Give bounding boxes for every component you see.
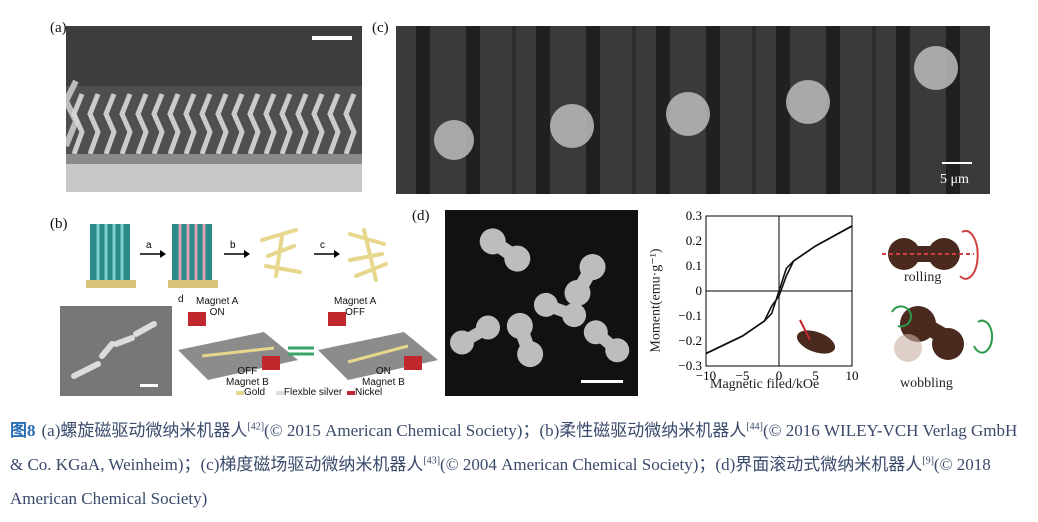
magnet-a-off-label: Magnet A OFF [334, 296, 377, 318]
y-tick-label: 0 [696, 283, 703, 298]
caption-t2: (© 2016 WILEY-VCH Verlag GmbH & Co. KGaA… [10, 421, 1018, 474]
y-tick-label: 0.1 [686, 258, 702, 273]
hysteresis-chart: −10 −5 0 5 10 0.3 0.2 0.1 0 −0.1 −0.2 −0.3 [678, 208, 859, 383]
panel-b-sub-label: d [178, 294, 184, 305]
panel-b-label: (b) [50, 216, 68, 232]
arrow-a: a [146, 240, 152, 251]
caption-t1: (© 2015 American Chemical Society)；(b)柔性… [264, 421, 747, 440]
x-tick-label: 10 [846, 368, 859, 383]
caption-ref-42: [42] [247, 421, 265, 433]
y-tick-label: −0.3 [678, 358, 702, 373]
caption-t4: (© 2018 American Chemical Society) [10, 455, 991, 508]
figure-caption: 图8 (a)螺旋磁驱动微纳米机器人[42](© 2015 American Che… [10, 414, 1030, 516]
panel-c-image-strip [396, 26, 990, 194]
panel-b-sem-image [60, 306, 172, 396]
caption-t0: (a)螺旋磁驱动微纳米机器人 [41, 421, 248, 440]
svg-text:b: b [230, 240, 236, 251]
panel-d-label: (d) [412, 208, 430, 224]
series-line-1 [705, 225, 853, 355]
panel-b-fabrication-schematic: a b c [86, 210, 396, 290]
y-tick-label: −0.2 [678, 333, 702, 348]
inset-particle [796, 330, 836, 354]
panel-c-scalebar-label: 5 μm [940, 172, 969, 187]
panel-d-motion-illustration [878, 214, 998, 384]
legend: Gold Flexble silver Nickel [236, 387, 382, 398]
x-tick-label: −5 [736, 368, 750, 383]
chart-xlabel: Magnetic filed/kOe [710, 377, 820, 392]
wobbling-label: wobbling [900, 376, 953, 391]
magnet-a-on-label: Magnet A ON [196, 296, 239, 318]
figure-number: 图8 [10, 421, 36, 440]
rolling-label: rolling [904, 270, 942, 285]
panel-c-label: (c) [372, 20, 389, 36]
chart-ylabel: Moment(emu·g⁻¹) [648, 248, 664, 353]
y-tick-label: 0.3 [686, 208, 702, 223]
x-tick-label: 5 [812, 368, 819, 383]
moment-arrow [799, 319, 811, 341]
caption-ref-9: [9] [922, 455, 934, 467]
y-tick-label: 0.2 [686, 233, 702, 248]
panel-b-magnet-schematic [178, 296, 440, 396]
caption-ref-44: [44] [746, 421, 763, 433]
panel-a-sem-image [66, 26, 362, 192]
x-tick-label: −10 [696, 368, 716, 383]
magnet-b-off-label: OFF Magnet B [226, 366, 269, 388]
magnet-b-on-label: ON Magnet B [362, 366, 405, 388]
panel-d-sem-image [445, 210, 638, 396]
svg-text:c: c [320, 240, 325, 251]
x-tick-label: 0 [776, 368, 783, 383]
template-block [86, 224, 136, 288]
caption-ref-43: [43] [423, 455, 441, 467]
y-tick-label: −0.1 [678, 308, 702, 323]
panel-a-label: (a) [50, 20, 67, 36]
caption-t3: (© 2004 American Chemical Society)；(d)界面… [440, 455, 923, 474]
